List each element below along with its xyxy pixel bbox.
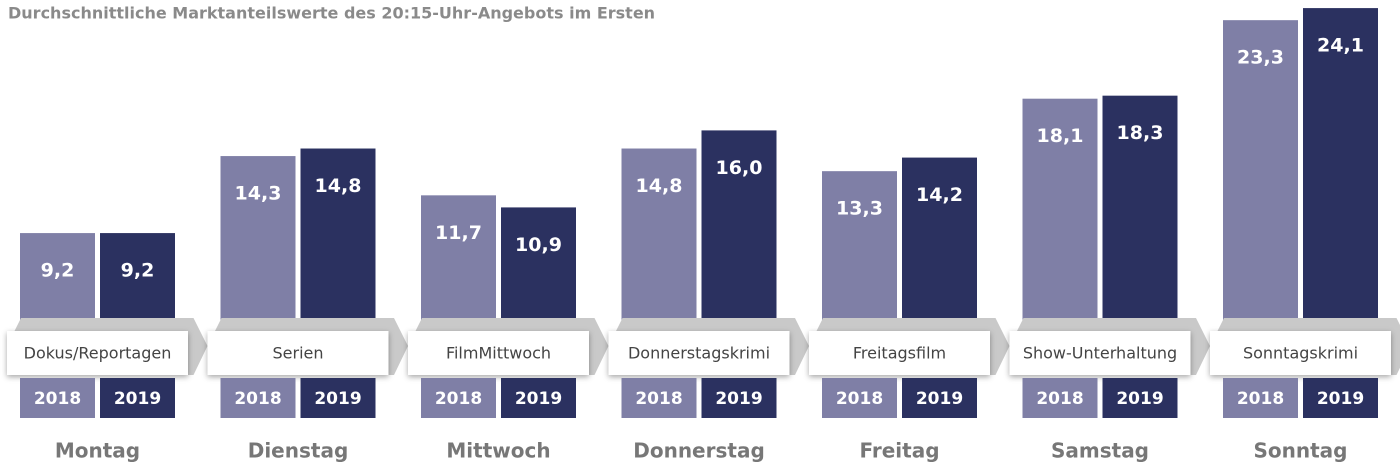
legend-label: 2019 (715, 389, 762, 409)
year-box (822, 378, 897, 418)
year-box (1223, 378, 1298, 418)
category-label: Dokus/Reportagen (24, 344, 172, 363)
day-label: Donnerstag (633, 439, 765, 463)
legend-label: 2018 (1036, 389, 1083, 409)
value-label: 13,3 (836, 198, 883, 220)
legend-label: 2018 (435, 389, 482, 409)
value-label: 9,2 (121, 260, 155, 282)
legend-label: 2019 (314, 389, 361, 409)
category-label: Sonntagskrimi (1243, 344, 1358, 363)
value-label: 14,8 (636, 175, 683, 197)
year-box (1303, 378, 1378, 418)
category-box (7, 331, 188, 375)
value-label: 11,7 (435, 222, 482, 244)
legend-label: 2018 (234, 389, 281, 409)
value-label: 18,1 (1037, 125, 1084, 147)
legend-label: 2019 (114, 389, 161, 409)
year-box (421, 378, 496, 418)
category-box (809, 331, 990, 375)
category-box (1210, 331, 1391, 375)
bar (1303, 8, 1378, 373)
value-label: 10,9 (515, 234, 562, 256)
day-label: Montag (55, 439, 140, 463)
category-box (207, 331, 389, 375)
legend-label: 2019 (1317, 389, 1364, 409)
legend-label: 2019 (515, 389, 562, 409)
day-label: Freitag (859, 439, 939, 463)
value-label: 9,2 (41, 260, 75, 282)
year-box (902, 378, 977, 418)
year-box (220, 378, 296, 418)
day-label: Samstag (1051, 439, 1149, 463)
category-label: FilmMittwoch (446, 344, 551, 363)
value-label: 23,3 (1237, 47, 1284, 69)
year-box (501, 378, 576, 418)
category-label: Donnerstagskrimi (628, 344, 770, 363)
category-label: Freitagsfilm (853, 344, 946, 363)
legend-label: 2019 (1116, 389, 1163, 409)
day-label: Sonntag (1254, 439, 1348, 463)
year-box (1022, 378, 1098, 418)
legend-label: 2019 (916, 389, 963, 409)
value-label: 18,3 (1117, 122, 1164, 144)
category-label: Serien (272, 344, 323, 363)
value-label: 14,2 (916, 184, 963, 206)
legend-label: 2018 (1237, 389, 1284, 409)
value-label: 14,8 (315, 175, 362, 197)
category-label: Show-Unterhaltung (1023, 344, 1177, 363)
category-box (1009, 331, 1191, 375)
legend-label: 2018 (836, 389, 883, 409)
year-box (1102, 378, 1178, 418)
value-label: 16,0 (716, 157, 763, 179)
value-label: 14,3 (235, 183, 282, 205)
day-label: Mittwoch (446, 439, 550, 463)
value-label: 24,1 (1317, 35, 1364, 57)
bar (1223, 20, 1298, 372)
year-box (701, 378, 777, 418)
year-box (621, 378, 697, 418)
legend-label: 2018 (34, 389, 81, 409)
banner: Dokus/Reportagen Serien FilmMittwoch Donner… (7, 318, 1400, 375)
category-box (408, 331, 589, 375)
year-box (20, 378, 95, 418)
day-label: Dienstag (248, 439, 349, 463)
chart-title: Durchschnittliche Marktanteilswerte des … (8, 4, 655, 23)
year-box (100, 378, 175, 418)
legend-label: 2018 (635, 389, 682, 409)
year-box (300, 378, 376, 418)
bars: 9,2 9,2 14,3 14,8 11,7 10,9 14,8 16,0 13,3 14,2 18… (20, 8, 1378, 373)
category-box (608, 331, 790, 375)
